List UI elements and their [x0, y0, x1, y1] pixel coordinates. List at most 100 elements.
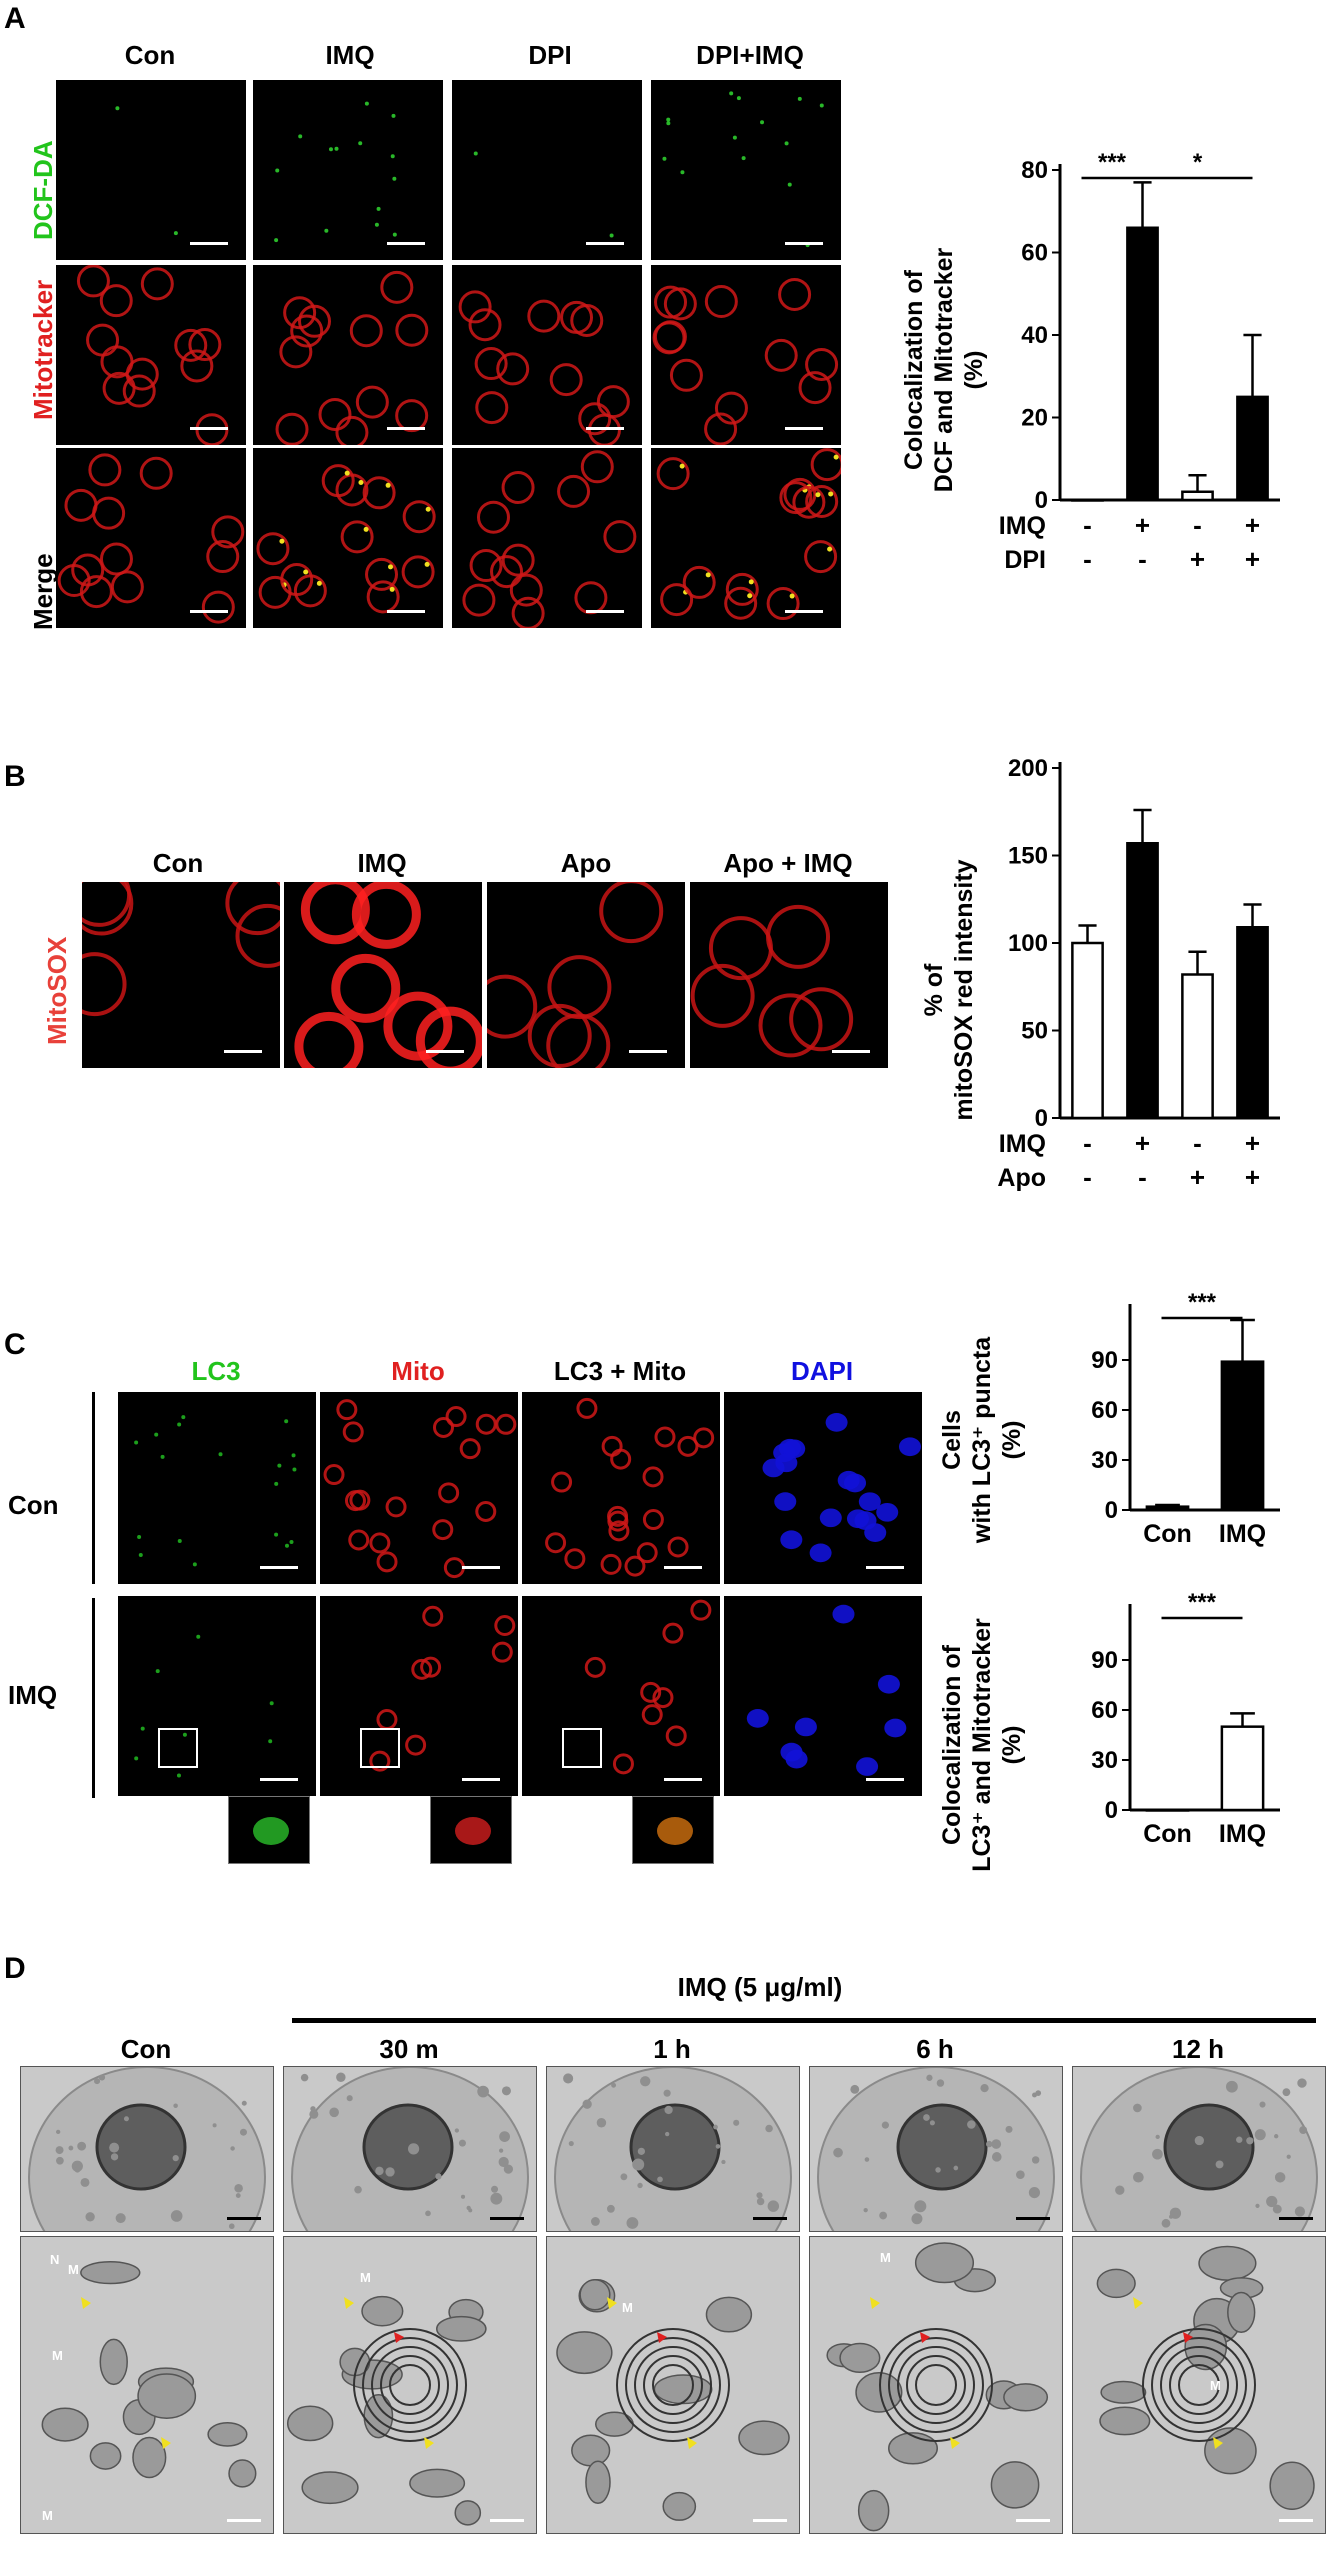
column-header-imq: IMQ — [357, 848, 407, 878]
column-header-apo-imq: Apo + IMQ — [723, 848, 853, 878]
em-detail — [546, 2236, 800, 2534]
autophagosome-membrane — [652, 2364, 694, 2406]
panel-a-chart: Colocalization of DCF and Mitotracker (%… — [900, 149, 1280, 574]
bar — [1071, 941, 1104, 1120]
organelle — [385, 2167, 395, 2177]
organelle — [490, 2192, 503, 2205]
scale-bar — [490, 2217, 524, 2220]
mitochondrion — [207, 2422, 248, 2447]
em-detail — [1072, 2236, 1326, 2534]
mitochondrion — [454, 2500, 482, 2526]
yellow-arrowhead — [870, 2297, 880, 2309]
scale-bar — [753, 2217, 787, 2220]
scale-bar — [1279, 2519, 1313, 2522]
em-structure-label: M — [360, 2270, 371, 2285]
micrograph-dcf-da — [56, 80, 246, 260]
mitochondrion — [1096, 2268, 1136, 2299]
treatment-sign: - — [1083, 1128, 1092, 1158]
organelle — [300, 2073, 309, 2082]
organelle — [637, 2147, 646, 2155]
column-header-con: Con — [120, 2034, 172, 2064]
organelle — [74, 2166, 81, 2173]
organelle — [1274, 2172, 1286, 2183]
column-header-1h: 1 h — [653, 2034, 691, 2064]
scale-bar — [387, 427, 425, 430]
scale-bar — [1016, 2519, 1050, 2522]
treatment-sign: + — [1245, 510, 1260, 540]
em-structure-label: M — [622, 2300, 633, 2315]
scale-bar — [462, 1778, 500, 1781]
organelle — [1133, 2103, 1142, 2113]
organelle — [591, 2217, 600, 2226]
organelle — [1169, 2214, 1174, 2219]
panel-c1-ylabel: Cells with LC3⁺ puncta (%) — [938, 1336, 1026, 1544]
organelle — [1161, 2218, 1171, 2228]
autophagosome-membrane — [625, 2337, 721, 2433]
x-tick-label: Con — [1143, 1520, 1192, 1548]
treatment-sign: + — [1245, 1128, 1260, 1158]
scale-bar — [664, 1778, 702, 1781]
organelle — [879, 2211, 888, 2220]
organelle — [68, 2145, 74, 2151]
mitochondrion — [301, 2471, 359, 2505]
organelle — [1282, 2088, 1291, 2097]
organelle — [55, 2146, 64, 2155]
scale-bar — [785, 610, 823, 613]
yellow-arrowhead — [81, 2297, 91, 2309]
autophagosome-membrane — [389, 2364, 431, 2406]
organelle — [991, 2139, 1002, 2149]
panel-letter-c: C — [4, 1328, 26, 1361]
micrograph-mitotracker — [253, 265, 443, 445]
scale-bar — [629, 1050, 667, 1053]
organelle — [863, 2207, 868, 2213]
organelle — [596, 2117, 607, 2128]
autophagosome-membrane — [1169, 2355, 1229, 2415]
scale-bar — [227, 2217, 261, 2220]
organelle — [109, 2142, 120, 2153]
x-tick-label: IMQ — [1219, 1820, 1266, 1848]
organelle — [980, 2083, 989, 2093]
organelle — [235, 2193, 241, 2198]
scale-bar — [586, 242, 624, 245]
organelle — [115, 2213, 126, 2224]
column-header-imq: IMQ — [325, 40, 375, 70]
y-tick-label: 90 — [1091, 1347, 1118, 1374]
organelle — [1031, 2156, 1040, 2164]
organelle — [80, 2177, 90, 2187]
organelle — [1133, 2171, 1144, 2183]
em-overview — [20, 2066, 274, 2232]
organelle — [1294, 2206, 1306, 2217]
organelle — [170, 2210, 183, 2222]
em-structure-label: M — [42, 2508, 53, 2523]
scale-bar — [190, 610, 228, 613]
scale-bar — [1279, 2217, 1313, 2220]
scale-bar — [190, 427, 228, 430]
treatment-row-label: IMQ — [999, 512, 1046, 540]
em-detail — [20, 2236, 274, 2534]
organelle — [640, 2076, 651, 2087]
organelle — [864, 2157, 870, 2162]
autophagosome-membrane — [616, 2328, 730, 2442]
organelle — [346, 2095, 353, 2102]
organelle — [468, 2208, 473, 2213]
micrograph-mitotracker — [56, 265, 246, 445]
micrograph-con — [522, 1392, 720, 1584]
organelle — [1259, 2101, 1266, 2108]
mitochondrion — [705, 2296, 753, 2333]
mitochondrion — [1204, 2427, 1257, 2475]
organelle — [715, 2144, 721, 2149]
micrograph-merge — [651, 448, 841, 628]
organelle — [926, 2074, 933, 2081]
y-tick-label: 20 — [1021, 405, 1048, 432]
significance-label: *** — [1098, 149, 1127, 176]
em-structure-label: M — [880, 2250, 891, 2265]
organelle — [664, 2105, 673, 2115]
micrograph-mitosox — [82, 882, 280, 1068]
y-tick-label: 50 — [1021, 1018, 1048, 1045]
y-tick-label: 0 — [1105, 1797, 1118, 1824]
yellow-arrowhead — [161, 2437, 171, 2449]
organelle — [563, 2073, 574, 2084]
bar — [1181, 973, 1214, 1120]
y-tick-label: 60 — [1091, 1697, 1118, 1724]
nucleus — [629, 2103, 721, 2191]
